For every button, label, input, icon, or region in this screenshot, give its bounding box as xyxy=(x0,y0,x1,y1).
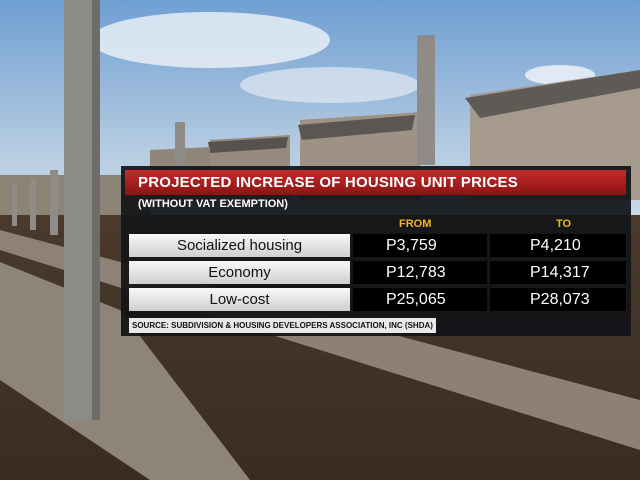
value-to-economy: P14,317 xyxy=(490,261,626,284)
source-note: SOURCE: SUBDIVISION & HOUSING DEVELOPERS… xyxy=(129,318,436,333)
concrete-post xyxy=(175,122,185,182)
house-roof xyxy=(208,137,288,153)
post-shade xyxy=(92,0,100,420)
concrete-post xyxy=(30,178,36,230)
value-from-economy: P12,783 xyxy=(353,261,487,284)
row-label-low-cost: Low-cost xyxy=(129,288,350,311)
row-label-economy: Economy xyxy=(129,261,350,284)
cloud xyxy=(240,67,420,103)
row-label-socialized-housing: Socialized housing xyxy=(129,234,350,257)
concrete-post xyxy=(417,35,435,165)
value-to-socialized-housing: P4,210 xyxy=(490,234,626,257)
value-to-low-cost: P28,073 xyxy=(490,288,626,311)
curb xyxy=(0,262,250,480)
column-header-from: FROM xyxy=(399,218,432,230)
value-from-low-cost: P25,065 xyxy=(353,288,487,311)
house-roof xyxy=(298,115,415,140)
chart-title: PROJECTED INCREASE OF HOUSING UNIT PRICE… xyxy=(125,170,626,195)
concrete-post xyxy=(50,170,58,235)
value-from-socialized-housing: P3,759 xyxy=(353,234,487,257)
concrete-post xyxy=(12,184,17,226)
cloud xyxy=(90,12,330,68)
chart-subtitle: (WITHOUT VAT EXEMPTION) xyxy=(138,198,288,210)
column-header-to: TO xyxy=(556,218,572,230)
house-roof xyxy=(465,70,640,118)
